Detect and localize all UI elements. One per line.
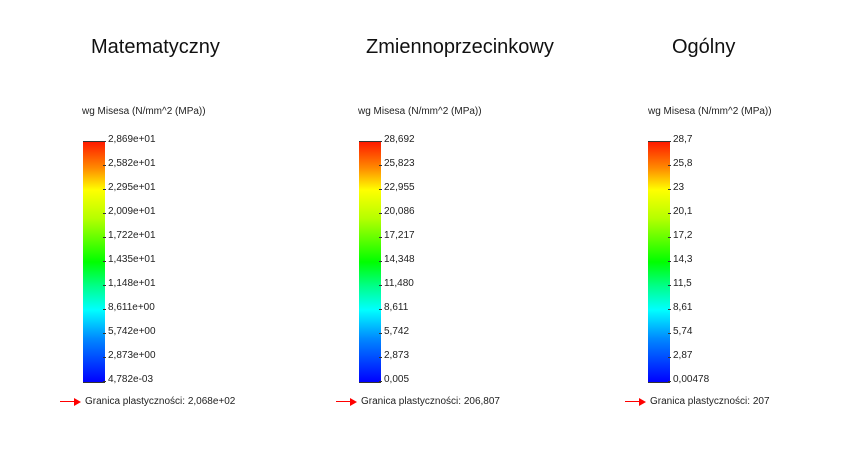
tick-label: 5,742e+00 <box>108 326 156 337</box>
tick-label: 0,005 <box>384 374 410 385</box>
tick-label: 28,7 <box>673 134 693 145</box>
tick-label: 2,87 <box>673 350 693 361</box>
tick-label: 1,722e+01 <box>108 230 156 241</box>
panel-title: Matematyczny <box>91 36 220 58</box>
tick-label: 5,742 <box>384 326 410 337</box>
tick-mark <box>379 237 382 238</box>
tick-mark <box>668 381 671 382</box>
tick-label: 17,217 <box>384 230 415 241</box>
tick-label: 23 <box>673 182 685 193</box>
tick-mark <box>379 285 382 286</box>
tick-mark <box>379 309 382 310</box>
red-arrow-icon <box>336 397 358 407</box>
tick-label: 1,148e+01 <box>108 278 156 289</box>
color-scale-bar <box>359 141 381 383</box>
tick-mark <box>379 165 382 166</box>
red-arrow-icon <box>60 397 82 407</box>
tick-mark <box>668 165 671 166</box>
unit-label: wg Misesa (N/mm^2 (MPa)) <box>648 106 772 117</box>
tick-label: 2,873 <box>384 350 410 361</box>
tick-label: 25,823 <box>384 158 415 169</box>
tick-mark <box>103 381 106 382</box>
tick-mark <box>668 141 671 142</box>
red-arrow-icon <box>625 397 647 407</box>
tick-mark <box>668 213 671 214</box>
tick-label: 11,480 <box>384 278 414 289</box>
tick-label: 28,692 <box>384 134 415 145</box>
tick-mark <box>379 357 382 358</box>
tick-label: 22,955 <box>384 182 415 193</box>
tick-label: 2,873e+00 <box>108 350 156 361</box>
yield-strength-note: Granica plastyczności: 207 <box>625 396 770 407</box>
tick-mark <box>103 213 106 214</box>
tick-mark <box>103 333 106 334</box>
unit-label: wg Misesa (N/mm^2 (MPa)) <box>358 106 482 117</box>
tick-mark <box>103 237 106 238</box>
tick-mark <box>668 189 671 190</box>
tick-label: 4,782e-03 <box>108 374 154 385</box>
tick-label: 0,00478 <box>673 374 710 385</box>
tick-mark <box>379 381 382 382</box>
tick-mark <box>379 333 382 334</box>
tick-mark <box>379 261 382 262</box>
tick-label: 14,3 <box>673 254 693 265</box>
tick-mark <box>668 261 671 262</box>
tick-mark <box>103 189 106 190</box>
tick-label: 2,295e+01 <box>108 182 156 193</box>
color-scale-bar <box>83 141 105 383</box>
tick-label: 5,74 <box>673 326 693 337</box>
tick-label: 25,8 <box>673 158 693 169</box>
tick-mark <box>379 141 382 142</box>
yield-strength-note: Granica plastyczności: 2,068e+02 <box>60 396 235 407</box>
tick-mark <box>103 141 106 142</box>
panel-title: Ogólny <box>672 36 736 58</box>
tick-label: 20,1 <box>673 206 693 217</box>
tick-label: 2,582e+01 <box>108 158 156 169</box>
tick-mark <box>668 237 671 238</box>
tick-mark <box>103 285 106 286</box>
tick-label: 8,61 <box>673 302 693 313</box>
tick-label: 8,611e+00 <box>108 302 155 313</box>
legend-panel-zmiennoprzecinkowy: Zmiennoprzecinkowy wg Misesa (N/mm^2 (MP… <box>336 36 554 407</box>
tick-mark <box>103 309 106 310</box>
panel-title: Zmiennoprzecinkowy <box>366 36 554 58</box>
tick-mark <box>668 309 671 310</box>
tick-label: 2,009e+01 <box>108 206 156 217</box>
yield-strength-text: Granica plastyczności: 206,807 <box>361 396 500 407</box>
yield-strength-text: Granica plastyczności: 2,068e+02 <box>85 396 236 407</box>
tick-mark <box>103 165 106 166</box>
tick-mark <box>668 285 671 286</box>
tick-label: 1,435e+01 <box>108 254 156 265</box>
tick-label: 8,611 <box>384 302 409 313</box>
tick-label: 17,2 <box>673 230 693 241</box>
tick-mark <box>379 213 382 214</box>
tick-mark <box>379 189 382 190</box>
tick-label: 2,869e+01 <box>108 134 156 145</box>
yield-strength-note: Granica plastyczności: 206,807 <box>336 396 500 407</box>
tick-label: 14,348 <box>384 254 415 265</box>
tick-mark <box>103 357 106 358</box>
unit-label: wg Misesa (N/mm^2 (MPa)) <box>82 106 206 117</box>
tick-label: 20,086 <box>384 206 415 217</box>
tick-label: 11,5 <box>673 278 692 289</box>
yield-strength-text: Granica plastyczności: 207 <box>650 396 770 407</box>
tick-mark <box>668 357 671 358</box>
legend-panel-matematyczny: Matematyczny wg Misesa (N/mm^2 (MPa)) Gr… <box>0 0 300 468</box>
tick-mark <box>668 333 671 334</box>
tick-mark <box>103 261 106 262</box>
color-scale-bar <box>648 141 670 383</box>
